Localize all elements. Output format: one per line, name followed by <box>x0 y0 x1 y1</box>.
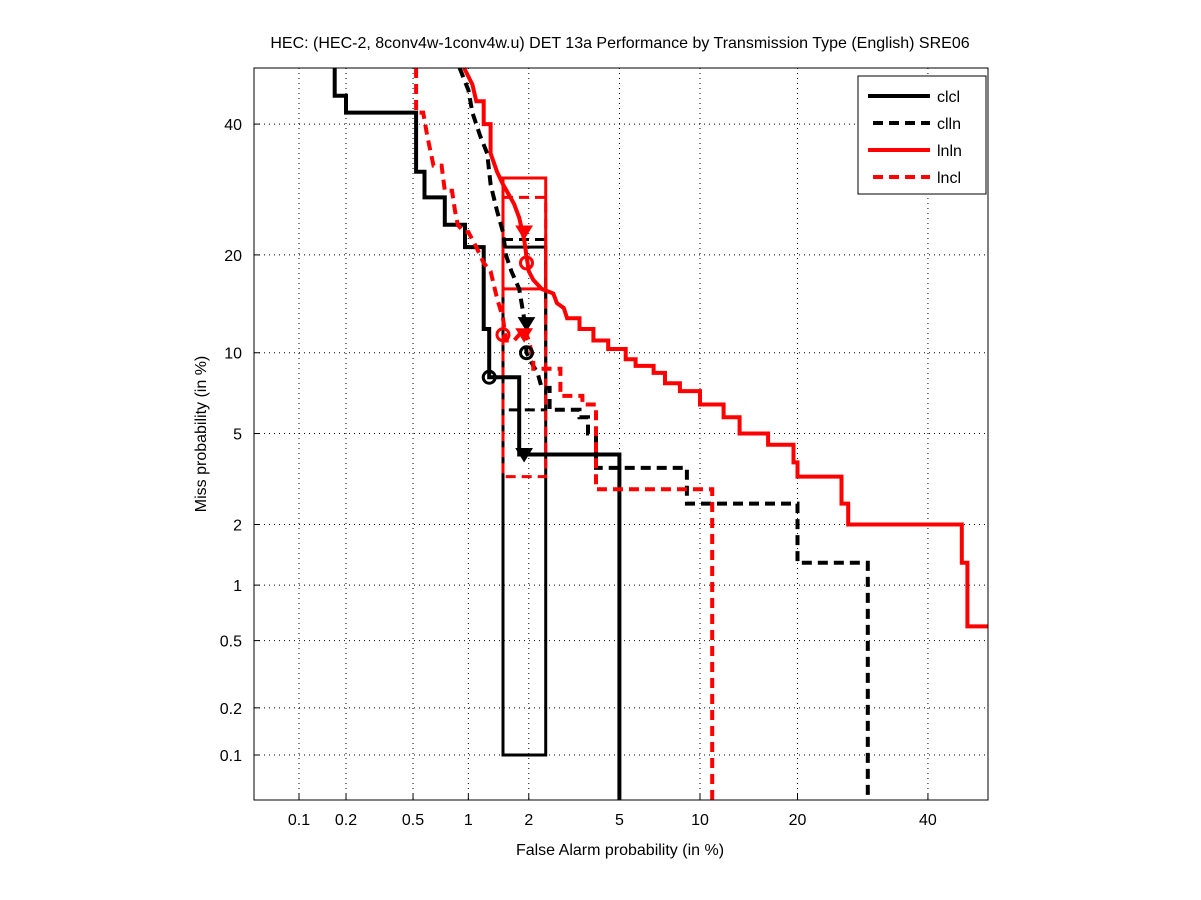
act-dcf-marker-clln <box>517 317 536 332</box>
y-tick-label: 5 <box>233 427 242 444</box>
x-tick-label: 5 <box>615 812 624 829</box>
y-tick-label: 0.1 <box>220 748 242 765</box>
y-tick-label: 2 <box>233 517 242 534</box>
min-dcf-marker-clcl <box>481 369 497 385</box>
det-curves <box>332 67 988 800</box>
y-tick-label: 0.5 <box>220 634 242 651</box>
y-tick-label: 10 <box>224 346 242 363</box>
y-tick-label: 20 <box>224 248 242 265</box>
y-tick-label: 40 <box>224 117 242 134</box>
y-tick-label: 0.2 <box>220 701 242 718</box>
x-tick-label: 10 <box>691 812 709 829</box>
confidence-boxes <box>501 176 548 757</box>
y-axis-label: Miss probability (in %) <box>193 356 210 512</box>
x-tick-label: 20 <box>789 812 807 829</box>
legend[interactable]: clcl clln lnln lncl <box>857 75 987 195</box>
y-tick-label: 1 <box>233 578 242 595</box>
act-dcf-marker-lncl <box>515 328 534 343</box>
x-tick-label: 0.5 <box>402 812 424 829</box>
x-tick-label: 40 <box>919 812 937 829</box>
legend-label-lncl[interactable]: lncl <box>937 170 961 187</box>
y-axis-ticks: 0.1 0.2 0.5 1 2 5 10 20 40 <box>220 117 260 765</box>
x-tick-label: 2 <box>524 812 533 829</box>
chart-title: HEC: (HEC-2, 8conv4w-1conv4w.u) DET 13a … <box>270 35 969 52</box>
min-dcf-marker-lncl <box>495 327 511 343</box>
act-dcf-marker-lnln <box>515 225 534 241</box>
x-axis-ticks: 0.1 0.2 0.5 1 2 5 10 20 40 <box>288 794 937 829</box>
legend-label-clcl[interactable]: clcl <box>937 89 960 106</box>
grid-lines <box>254 68 988 800</box>
legend-label-lnln[interactable]: lnln <box>937 143 962 160</box>
confidence-box-lncl <box>501 195 548 479</box>
dcf-markers <box>481 225 536 463</box>
min-dcf-marker-lnln <box>518 255 534 271</box>
det-curve-clln <box>457 67 870 800</box>
det-curve-lnln <box>462 67 988 629</box>
det-curve-lncl <box>414 68 715 800</box>
det-curve-clcl <box>332 68 622 800</box>
min-dcf-marker-clln <box>518 345 534 361</box>
legend-label-clln[interactable]: clln <box>937 116 961 133</box>
confidence-box-lnln <box>501 176 548 291</box>
x-tick-label: 0.1 <box>288 812 310 829</box>
x-axis-label: False Alarm probability (in %) <box>516 842 724 859</box>
x-tick-label: 1 <box>464 812 473 829</box>
act-dcf-marker-clcl <box>515 448 534 463</box>
x-tick-label: 0.2 <box>335 812 357 829</box>
